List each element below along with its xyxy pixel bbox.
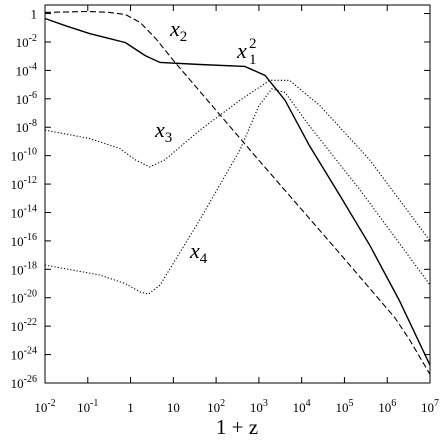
curve-label-sub: 4 — [200, 251, 208, 267]
curve-label: x3 — [154, 117, 172, 146]
tick-base: 10 — [16, 120, 29, 135]
y-tick-label: 10-2 — [16, 33, 37, 50]
x-tick-label: 106 — [378, 398, 396, 415]
y-tick-label: 10-20 — [11, 289, 37, 306]
tick-exponent: -2 — [47, 398, 55, 409]
y-tick-label: 10-22 — [11, 317, 37, 334]
tick-exponent: -16 — [24, 232, 37, 243]
tick-base: 10 — [11, 376, 24, 391]
tick-base: 10 — [77, 400, 90, 415]
curve-label-sub: 2 — [180, 29, 188, 45]
tick-exponent: -6 — [29, 90, 37, 101]
y-tick-label: 10-6 — [16, 90, 37, 107]
tick-exponent: -4 — [29, 61, 37, 72]
y-tick-label: 10-26 — [11, 374, 37, 391]
tick-exponent: -1 — [90, 398, 98, 409]
x-tick-label: 105 — [335, 398, 353, 415]
line-series — [44, 10, 431, 375]
tick-exponent: -2 — [29, 33, 37, 44]
tick-base: 10 — [11, 291, 24, 306]
tick-exponent: -24 — [24, 346, 37, 357]
x-tick-label: 104 — [293, 398, 311, 415]
x-axis-label: 1 + z — [216, 415, 258, 439]
y-tick-label: 10-18 — [11, 260, 37, 277]
curve-label-text: x — [154, 117, 165, 142]
curve-label: x2 — [169, 16, 187, 45]
tick-exponent: -26 — [24, 374, 37, 385]
tick-base: 10 — [11, 234, 24, 249]
tick-base: 10 — [11, 262, 24, 277]
tick-base: 10 — [335, 400, 348, 415]
tick-base: 10 — [11, 348, 24, 363]
tick-exponent: -12 — [24, 175, 37, 186]
y-tick-label: 10-10 — [11, 147, 37, 164]
y-tick-label: 10-4 — [16, 61, 37, 78]
curve-label: x4 — [189, 238, 208, 267]
tick-exponent: 2 — [220, 398, 225, 409]
y-tick-label: 10-24 — [11, 346, 37, 363]
tick-base: 10 — [16, 63, 29, 78]
curve-label-text: x — [189, 238, 200, 263]
tick-base: 10 — [11, 149, 24, 164]
y-tick-label: 10-16 — [11, 232, 37, 249]
curve-label-sub: 1 — [249, 52, 257, 68]
curve-label-text: x — [236, 38, 247, 63]
curve-label-sup: 2 — [249, 36, 257, 52]
tick-base: 10 — [207, 400, 220, 415]
tick-exponent: 6 — [391, 398, 396, 409]
y-tick-label: 10-8 — [16, 118, 37, 135]
tick-base: 10 — [378, 400, 391, 415]
plot-frame — [44, 4, 431, 384]
tick-base: 10 — [421, 400, 434, 415]
tick-base: 10 — [293, 400, 306, 415]
curve-label-text: x — [169, 16, 180, 41]
x-tick-label: 102 — [207, 398, 225, 415]
line-series — [44, 88, 431, 295]
y-tick-label: 10-12 — [11, 175, 37, 192]
tick-exponent: 7 — [434, 398, 439, 409]
tick-exponent: -20 — [24, 289, 37, 300]
tick-base: 10 — [11, 205, 24, 220]
curve-label-sub: 3 — [165, 130, 173, 146]
x-tick-label: 103 — [250, 398, 268, 415]
tick-exponent: -10 — [24, 147, 37, 158]
tick-base: 10 — [16, 92, 29, 107]
tick-exponent: 5 — [348, 398, 353, 409]
x-tick-label: 107 — [421, 398, 439, 415]
tick-base: 10 — [11, 177, 24, 192]
tick-exponent: -22 — [24, 317, 37, 328]
y-tick-label: 10-14 — [11, 203, 37, 220]
tick-base: 10 — [16, 35, 29, 50]
tick-exponent: -8 — [29, 118, 37, 129]
tick-exponent: 3 — [263, 398, 268, 409]
tick-exponent: -14 — [24, 203, 37, 214]
x-tick-label: 10 — [167, 400, 180, 415]
tick-exponent: -18 — [24, 260, 37, 271]
x-tick-label: 10-1 — [77, 398, 98, 415]
line-series — [44, 79, 431, 242]
x-tick-label: 10-2 — [34, 398, 55, 415]
tick-base: 10 — [11, 319, 24, 334]
x-tick-label: 1 — [127, 400, 134, 415]
y-tick-label: 1 — [31, 7, 38, 22]
tick-base: 10 — [34, 400, 47, 415]
line-series — [44, 17, 431, 366]
tick-exponent: 4 — [306, 398, 311, 409]
tick-base: 10 — [250, 400, 263, 415]
